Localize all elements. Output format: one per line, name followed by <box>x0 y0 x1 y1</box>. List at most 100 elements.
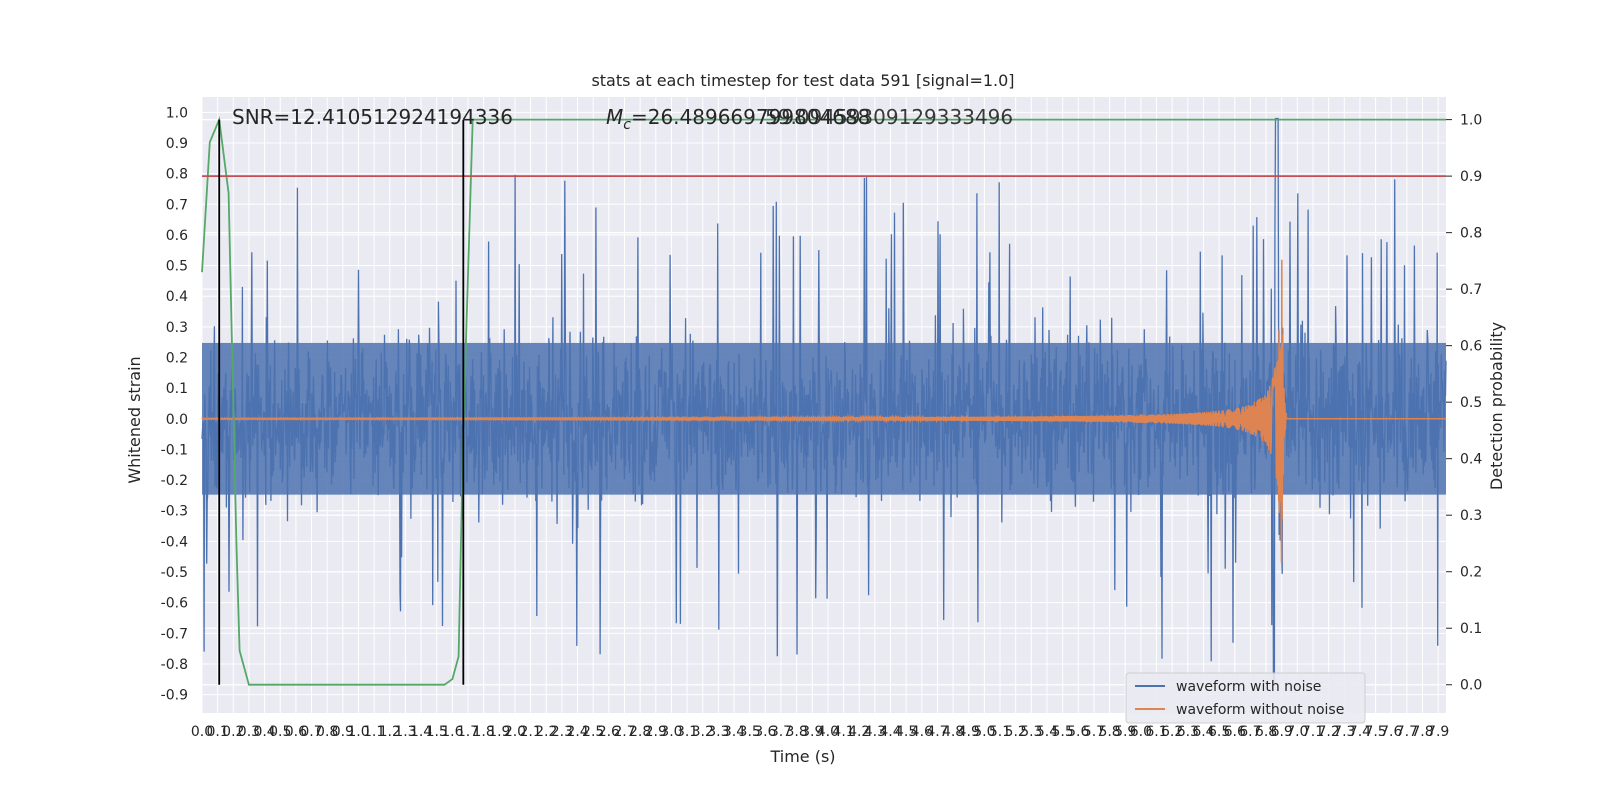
x-tick-label: 6.6 <box>1224 724 1246 740</box>
x-tick-label: 2.3 <box>551 724 573 740</box>
x-tick-label: 3.1 <box>676 724 698 740</box>
x-tick-label: 3.0 <box>660 724 682 740</box>
y-tick-label: -0.3 <box>161 504 188 520</box>
x-tick-label: 2.8 <box>629 724 651 740</box>
y-tick-label: 0.5 <box>166 259 188 275</box>
x-tick-label: 7.5 <box>1364 724 1386 740</box>
x-tick-label: 6.3 <box>1177 724 1199 740</box>
x-tick-label: 4.5 <box>895 724 917 740</box>
y-tick-label: 0.8 <box>166 167 188 183</box>
mc-value: =26.489669799804688 <box>631 105 870 129</box>
x-tick-label: 5.3 <box>1020 724 1042 740</box>
x-tick-label: 7.0 <box>1286 724 1308 740</box>
x-tick-label: 4.6 <box>911 724 933 740</box>
x-tick-label: 7.7 <box>1396 724 1418 740</box>
x-tick-label: 1.0 <box>347 724 369 740</box>
y-tick-label: 0.7 <box>166 197 188 213</box>
x-tick-label: 3.7 <box>770 724 792 740</box>
x-tick-label: 4.4 <box>879 724 901 740</box>
x-tick-label: 6.0 <box>1130 724 1152 740</box>
x-tick-label: 5.5 <box>1051 724 1073 740</box>
y-tick-label: -0.9 <box>161 688 188 704</box>
y-tick-label: 0.9 <box>166 136 188 152</box>
x-tick-label: 2.7 <box>613 724 635 740</box>
x-tick-label: 2.6 <box>598 724 620 740</box>
x-tick-label: 0.8 <box>316 724 338 740</box>
x-tick-label: 4.3 <box>864 724 886 740</box>
x-tick-label: 0.5 <box>269 724 291 740</box>
x-tick-label: 6.7 <box>1239 724 1261 740</box>
mc-symbol: M <box>606 105 623 129</box>
x-tick-label: 2.4 <box>566 724 588 740</box>
y2-axis-label: Detection probability <box>1487 322 1506 490</box>
y2-tick-label: 0.8 <box>1460 226 1482 242</box>
x-tick-label: 4.7 <box>926 724 948 740</box>
x-tick-label: 6.9 <box>1271 724 1293 740</box>
mc-annotation: Mc=26.489669799804688 <box>606 105 870 133</box>
y-tick-label: -0.7 <box>161 626 188 642</box>
x-tick-label: 1.6 <box>441 724 463 740</box>
x-tick-label: 6.1 <box>1145 724 1167 740</box>
x-tick-label: 1.7 <box>457 724 479 740</box>
x-tick-label: 6.2 <box>1161 724 1183 740</box>
series-waveform-without-noise <box>201 259 1446 563</box>
legend: waveform with noise waveform without noi… <box>1125 672 1366 724</box>
legend-label-noise: waveform with noise <box>1176 679 1321 695</box>
x-tick-label: 4.9 <box>958 724 980 740</box>
y2-axis-ticks: 1.0 0.9 0.8 0.7 0.6 0.5 0.4 0.3 0.2 0.1 0.0 <box>1446 113 1482 694</box>
x-tick-label: 4.2 <box>848 724 870 740</box>
y-tick-label: -0.1 <box>161 442 188 458</box>
x-tick-label: 4.0 <box>817 724 839 740</box>
y-tick-label: 0.0 <box>166 412 188 428</box>
y-tick-label: -0.4 <box>161 534 188 550</box>
x-tick-label: 5.8 <box>1098 724 1120 740</box>
x-tick-label: 2.0 <box>504 724 526 740</box>
x-tick-label: 1.3 <box>394 724 416 740</box>
x-tick-label: 5.9 <box>1114 724 1136 740</box>
y-tick-label: 0.6 <box>166 228 188 244</box>
x-tick-label: 0.1 <box>207 724 229 740</box>
x-tick-label: 7.2 <box>1318 724 1340 740</box>
x-tick-label: 0.6 <box>285 724 307 740</box>
x-tick-label: 3.6 <box>754 724 776 740</box>
y2-tick-label: 0.4 <box>1460 452 1482 468</box>
x-tick-label: 3.9 <box>801 724 823 740</box>
overlap-annotation: 59.09459309129333496 <box>765 105 1013 129</box>
x-tick-label: 7.4 <box>1349 724 1371 740</box>
y-axis-label: Whitened strain <box>125 356 144 483</box>
x-tick-label: 3.4 <box>723 724 745 740</box>
x-tick-label: 1.1 <box>363 724 385 740</box>
y2-tick-label: 1.0 <box>1460 113 1482 129</box>
x-tick-label: 5.7 <box>1083 724 1105 740</box>
x-tick-label: 0.7 <box>300 724 322 740</box>
x-tick-label: 5.1 <box>989 724 1011 740</box>
x-tick-label: 3.2 <box>692 724 714 740</box>
legend-box <box>1125 672 1366 724</box>
x-tick-label: 6.5 <box>1208 724 1230 740</box>
x-tick-label: 3.5 <box>739 724 761 740</box>
y-tick-label: 0.3 <box>166 320 188 336</box>
y-tick-label: 0.2 <box>166 350 188 366</box>
y2-tick-label: 0.0 <box>1460 678 1482 694</box>
y2-tick-label: 0.7 <box>1460 282 1482 298</box>
y2-tick-label: 0.3 <box>1460 508 1482 524</box>
x-tick-label: 0.9 <box>332 724 354 740</box>
x-tick-label: 2.5 <box>582 724 604 740</box>
x-tick-label: 1.8 <box>473 724 495 740</box>
mc-subscript: c <box>623 117 631 133</box>
x-tick-label: 1.9 <box>488 724 510 740</box>
x-tick-label: 0.0 <box>191 724 213 740</box>
x-tick-label: 7.6 <box>1380 724 1402 740</box>
x-tick-label: 0.4 <box>253 724 275 740</box>
clean-line <box>201 259 1446 563</box>
reference-lines <box>202 119 1446 685</box>
y-tick-label: -0.5 <box>161 565 188 581</box>
x-tick-label: 7.9 <box>1427 724 1449 740</box>
x-tick-label: 5.6 <box>1067 724 1089 740</box>
x-tick-label: 5.0 <box>973 724 995 740</box>
x-tick-label: 4.1 <box>832 724 854 740</box>
x-tick-label: 1.5 <box>426 724 448 740</box>
y-tick-label: -0.2 <box>161 473 188 489</box>
y2-tick-label: 0.6 <box>1460 339 1482 355</box>
y-tick-label: 0.4 <box>166 289 188 305</box>
